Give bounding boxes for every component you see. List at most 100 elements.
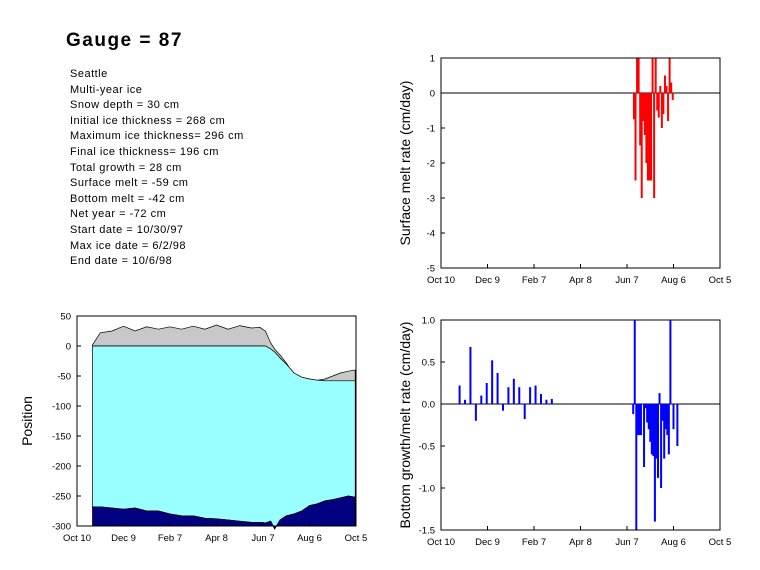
bar [653,93,656,198]
bar [480,395,483,404]
y-tick-label: 1 [430,54,435,65]
bar [666,404,669,436]
y-tick-label: 0.0 [422,400,435,411]
x-tick-label: Aug 6 [661,537,686,548]
y-tick-label: -250 [52,492,71,503]
x-tick-label: Oct 10 [63,533,91,544]
y-tick-label: 1.0 [422,316,435,327]
y-tick-label: -50 [57,372,71,383]
bar [650,404,653,455]
bar [643,404,646,467]
bar [676,404,679,446]
info-line: Max ice date = 6/2/98 [70,239,186,252]
x-tick-label: Dec 9 [475,275,500,286]
bar [491,360,494,404]
ice-layer [92,345,356,530]
y-axis-title: Bottom growth/melt rate (cm/day) [397,322,413,529]
x-tick-label: Feb 7 [158,533,182,544]
y-tick-label: -4 [427,229,435,240]
bar [662,93,665,114]
x-tick-label: Oct 5 [709,537,732,548]
bar [646,93,649,181]
y-tick-label: -5 [427,264,435,275]
bar [670,82,673,93]
bottom-rate-chart: -1.5 -1.0 -0.5 0.0 0.5 1.0 Oct 10 Dec 9 Feb 7 Apr… [397,316,731,549]
bar [458,385,461,404]
y-tick-label: -1.0 [419,484,435,495]
bar [637,58,640,93]
bar [665,86,668,93]
bar [507,387,510,404]
bar [636,58,639,93]
y-tick-label: 0 [430,89,435,100]
x-tick-label: Oct 10 [427,537,455,548]
bar [669,320,672,404]
x-tick-label: Dec 9 [111,533,136,544]
x-tick-label: Jun 7 [615,275,638,286]
info-line: Net year = -72 cm [70,208,167,221]
bar [649,404,652,442]
x-tick-label: Jun 7 [615,537,638,548]
y-tick-label: -300 [52,522,71,533]
info-line: Total growth = 28 cm [70,161,182,174]
bar [469,346,472,404]
bar [660,404,663,488]
info-line: Final ice thickness= 196 cm [70,145,219,158]
bar [667,404,670,455]
bar [635,404,638,530]
bar [636,404,639,436]
bar [523,404,526,420]
y-tick-label: -0.5 [419,442,435,453]
bar [648,93,651,181]
bar [529,387,532,404]
bar [647,404,650,430]
y-tick-label: -2 [427,159,435,170]
bar [632,93,635,120]
bar [643,93,646,135]
bar [518,387,521,404]
page-title: Gauge = 87 [66,30,183,51]
x-tick-label: Oct 5 [345,533,368,544]
y-tick-label: -100 [52,402,71,413]
bar [474,404,477,421]
y-axis-title: Position [19,396,35,446]
bar [539,393,542,404]
bar [672,404,675,430]
bar [653,404,656,522]
bar [633,320,636,404]
bar [654,58,657,93]
y-tick-label: -1 [427,124,435,135]
x-tick-label: Aug 6 [661,275,686,286]
bar [638,404,641,436]
y-axis-title: Surface melt rate (cm/day) [397,81,413,246]
bar [652,404,655,457]
x-tick-label: Oct 10 [427,275,455,286]
info-line: End date = 10/6/98 [70,255,173,268]
x-tick-label: Apr 8 [569,275,592,286]
bar [657,93,660,118]
bar [634,93,637,181]
bar [464,399,467,404]
bar [545,399,548,404]
x-tick-label: Dec 9 [475,537,500,548]
info-line: Start date = 10/30/97 [70,223,184,236]
bar [656,93,659,111]
x-tick-label: Oct 5 [709,275,732,286]
bar [663,404,666,459]
surface-melt-chart: -5 -4 -3 -2 -1 0 1 Oct 10 Dec 9 Feb 7 Apr 8 Jun 7 Au… [397,54,731,287]
bar [639,93,642,146]
x-tick-label: Apr 8 [569,537,592,548]
plot-frame [440,57,721,269]
bar [496,372,499,404]
bar [659,86,662,93]
bar [642,93,645,121]
bar [671,93,674,100]
bar [658,393,661,404]
bar [502,404,504,411]
bar [644,404,647,409]
info-line: Seattle [70,68,108,80]
x-tick-label: Apr 8 [205,533,228,544]
bar [639,404,642,436]
x-tick-label: Feb 7 [522,537,546,548]
